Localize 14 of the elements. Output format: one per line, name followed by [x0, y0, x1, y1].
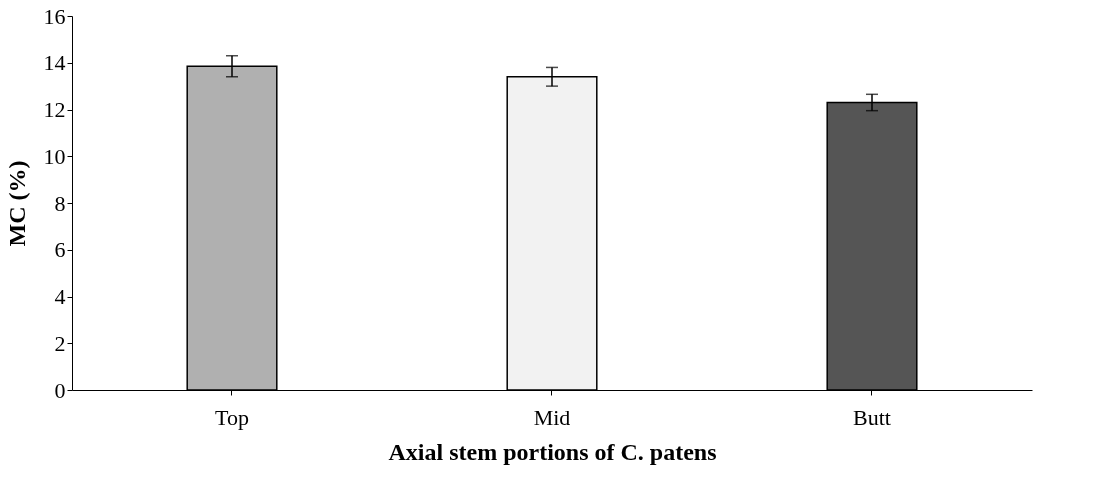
y-tick-label: 6: [54, 237, 66, 263]
y-tick-label: 2: [54, 330, 66, 356]
x-axis-title: Axial stem portions of C. patens: [388, 438, 717, 465]
y-tick-label: 14: [43, 50, 66, 76]
y-tick-label: 16: [43, 3, 66, 29]
y-tick-label: 0: [54, 377, 66, 403]
y-tick-label: 10: [43, 143, 66, 169]
x-tick-label: Mid: [533, 404, 571, 430]
y-tick-label: 8: [54, 190, 66, 216]
x-tick-label: Butt: [853, 404, 891, 430]
y-tick-label: 4: [54, 284, 66, 309]
x-tick-label: Top: [215, 404, 249, 430]
y-tick-label: 12: [43, 97, 66, 122]
y-axis-title: MC (%): [3, 160, 30, 247]
